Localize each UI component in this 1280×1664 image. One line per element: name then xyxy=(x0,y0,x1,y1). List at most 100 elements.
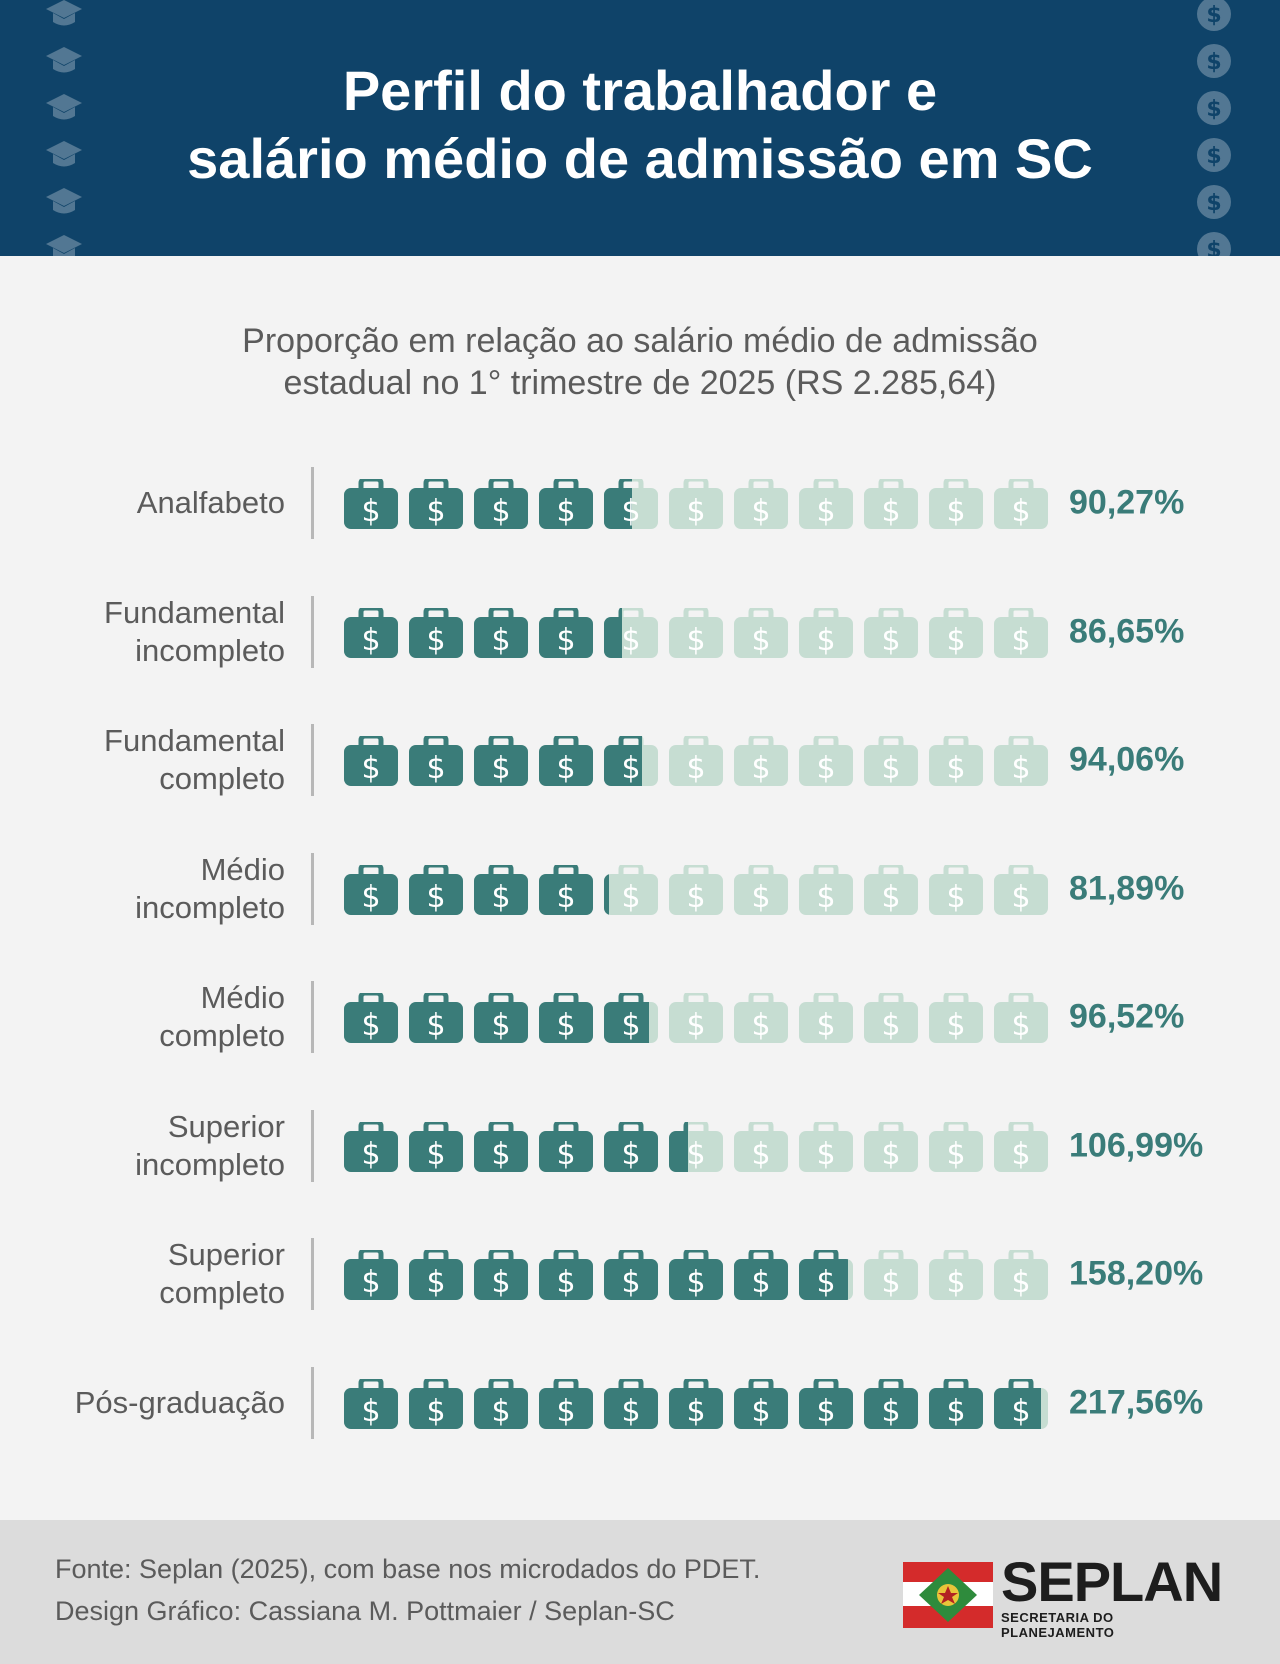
row-divider xyxy=(311,595,314,668)
svg-text:$: $ xyxy=(751,880,770,915)
svg-text:$: $ xyxy=(491,751,510,786)
svg-text:$: $ xyxy=(556,494,575,529)
svg-text:$: $ xyxy=(751,1008,770,1043)
money-bag-icon: $ xyxy=(994,864,1048,915)
money-bag-icon-filled: $ xyxy=(344,479,398,529)
money-bag-icon: $$ xyxy=(604,993,658,1043)
svg-text:$: $ xyxy=(946,1008,965,1043)
design-credit: Design Gráfico: Cassiana M. Pottmaier / … xyxy=(55,1596,675,1626)
money-bag-icon-filled: $ xyxy=(604,1250,658,1300)
money-bag-icon-filled: $ xyxy=(539,1378,593,1429)
money-bag-icon: $ xyxy=(864,607,918,658)
money-bag-icon: $$ xyxy=(474,736,528,786)
svg-text:$: $ xyxy=(881,751,900,786)
category-label: Superior completo xyxy=(159,1237,285,1310)
svg-text:$: $ xyxy=(1011,1265,1030,1300)
money-bag-icon-empty: $ xyxy=(929,607,983,658)
row-divider xyxy=(311,467,314,539)
money-bag-icon-fill: $ xyxy=(994,1378,1042,1429)
dollar-coin-icon: $ xyxy=(1194,182,1234,222)
svg-text:$: $ xyxy=(686,1137,687,1172)
svg-text:$: $ xyxy=(881,1394,900,1429)
svg-text:$: $ xyxy=(1011,1008,1030,1043)
money-bag-icon-fill: $ xyxy=(474,479,528,529)
money-bag-icon-empty: $ xyxy=(994,864,1048,915)
money-bag-icon-filled: $ xyxy=(799,1378,853,1429)
svg-text:$: $ xyxy=(621,623,640,658)
money-bag-icon-empty: $ xyxy=(864,1121,918,1172)
svg-text:$: $ xyxy=(426,1008,445,1043)
svg-text:$: $ xyxy=(881,880,900,915)
money-bag-icon: $ xyxy=(864,864,918,915)
money-bag-icon-empty: $ xyxy=(799,1121,853,1172)
svg-text:$: $ xyxy=(816,623,835,658)
money-bag-icon-filled: $ xyxy=(539,993,593,1043)
money-bag-icon: $$ xyxy=(474,993,528,1043)
category-label: Pós-graduação xyxy=(74,1384,285,1420)
money-bag-icon: $$ xyxy=(539,607,593,658)
header-banner: $ $ $ $ $ $ Perfil do trabalhador e salário m… xyxy=(0,0,1280,256)
chart-subtitle-line-1: Proporção em relação ao salário médio de… xyxy=(242,322,1038,360)
svg-text:$: $ xyxy=(1206,50,1221,75)
money-bag-icon: $$ xyxy=(344,864,398,915)
money-bag-icon-empty: $ xyxy=(994,1250,1048,1300)
svg-text:$: $ xyxy=(361,751,380,786)
money-bag-icon-fill: $ xyxy=(604,865,610,915)
logo-wordmark: SEPLAN xyxy=(1001,1550,1223,1613)
money-bag-icon-fill: $ xyxy=(344,479,398,529)
dollar-coin-icon: $ xyxy=(1194,0,1234,34)
money-bag-icon: $$ xyxy=(669,1250,723,1300)
svg-text:$: $ xyxy=(946,1394,965,1429)
money-bag-icon-filled: $ xyxy=(474,864,528,915)
icon-bar: $$$$$$$$$$$$$$$$$$$$$$ xyxy=(344,1378,1048,1429)
svg-text:$: $ xyxy=(816,751,835,786)
value-label: 81,89% xyxy=(1069,869,1185,907)
footer: Fonte: Seplan (2025), com base nos micro… xyxy=(0,1520,1280,1664)
money-bag-icon: $ xyxy=(734,479,788,529)
svg-text:$: $ xyxy=(686,494,705,529)
svg-text:$: $ xyxy=(361,494,380,529)
money-bag-icon: $ xyxy=(734,607,788,658)
money-bag-icon-empty: $ xyxy=(929,1121,983,1172)
money-bag-icon: $$ xyxy=(604,736,658,786)
svg-text:$: $ xyxy=(751,1394,770,1429)
money-bag-icon-filled: $ xyxy=(669,1250,723,1300)
money-bag-icon: $ xyxy=(799,479,853,529)
money-bag-icon: $ xyxy=(799,864,853,915)
money-bag-icon-filled: $ xyxy=(539,1121,593,1172)
money-bag-icon-fill: $ xyxy=(474,1121,528,1172)
money-bag-icon-fill: $ xyxy=(344,1378,398,1429)
money-bag-icon-filled: $ xyxy=(474,1121,528,1172)
svg-text:$: $ xyxy=(946,880,965,915)
money-bag-icon-filled: $ xyxy=(409,1378,463,1429)
svg-text:$: $ xyxy=(621,1137,640,1172)
value-label: 96,52% xyxy=(1069,997,1185,1036)
money-bag-icon-empty: $ xyxy=(864,993,918,1043)
svg-text:$: $ xyxy=(361,1265,380,1300)
money-bag-icon: $ xyxy=(864,736,918,786)
svg-text:$: $ xyxy=(881,1008,900,1043)
svg-text:$: $ xyxy=(426,494,445,529)
money-bag-icon-filled: $ xyxy=(539,736,593,786)
money-bag-icon: $ xyxy=(929,864,983,915)
money-bag-icon-fill: $ xyxy=(409,479,463,529)
svg-text:$: $ xyxy=(1011,880,1030,915)
money-bag-icon-empty: $ xyxy=(799,864,853,915)
svg-text:$: $ xyxy=(361,1008,380,1043)
chart-subtitle: Proporção em relação ao salário médio de… xyxy=(0,320,1280,404)
money-bag-icon-empty: $ xyxy=(604,864,658,915)
svg-text:$: $ xyxy=(1206,97,1221,122)
money-bag-icon-fill: $ xyxy=(474,736,528,786)
money-bag-icon-empty: $ xyxy=(929,864,983,915)
svg-text:$: $ xyxy=(686,1137,705,1172)
svg-text:$: $ xyxy=(621,1265,640,1300)
graduation-cap-icon-column xyxy=(44,0,94,256)
svg-text:$: $ xyxy=(426,623,445,658)
money-bag-icon-fill: $ xyxy=(409,993,463,1043)
money-bag-icon: $$ xyxy=(604,1250,658,1300)
money-bag-icon: $$ xyxy=(474,1250,528,1300)
money-bag-icon-fill: $ xyxy=(409,1121,463,1172)
svg-text:$: $ xyxy=(491,494,510,529)
money-bag-icon: $$ xyxy=(474,607,528,658)
money-bag-icon-fill: $ xyxy=(539,479,593,529)
